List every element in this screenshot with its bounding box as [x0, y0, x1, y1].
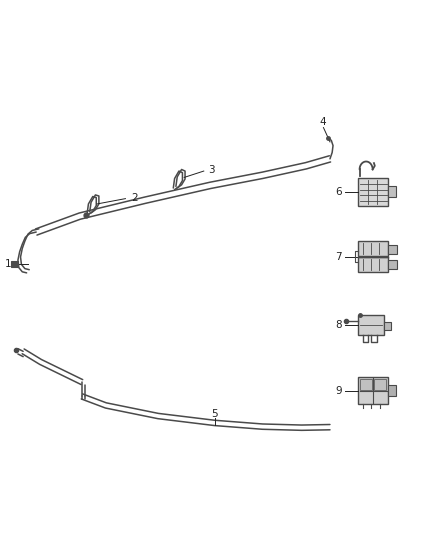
- Bar: [388, 385, 396, 396]
- Text: 1: 1: [5, 259, 12, 269]
- Text: 7: 7: [336, 252, 342, 262]
- Text: 3: 3: [208, 165, 215, 175]
- Bar: [388, 245, 396, 254]
- Bar: [388, 187, 396, 197]
- Bar: [358, 241, 388, 256]
- Text: 4: 4: [319, 117, 326, 127]
- Bar: [388, 260, 396, 269]
- Text: 9: 9: [336, 385, 342, 395]
- Text: 2: 2: [131, 192, 138, 203]
- Bar: [374, 379, 386, 390]
- Text: 5: 5: [212, 409, 218, 419]
- Bar: [360, 379, 372, 390]
- Bar: [11, 261, 18, 266]
- Bar: [384, 321, 391, 330]
- Bar: [358, 377, 388, 405]
- Text: 8: 8: [336, 320, 342, 330]
- Text: 6: 6: [336, 187, 342, 197]
- Bar: [358, 316, 384, 335]
- Bar: [358, 257, 388, 272]
- Bar: [358, 178, 388, 206]
